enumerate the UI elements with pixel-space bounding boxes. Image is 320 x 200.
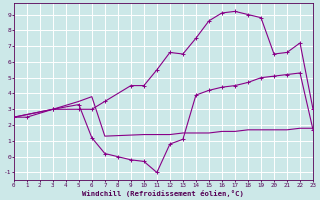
X-axis label: Windchill (Refroidissement éolien,°C): Windchill (Refroidissement éolien,°C) xyxy=(83,190,244,197)
